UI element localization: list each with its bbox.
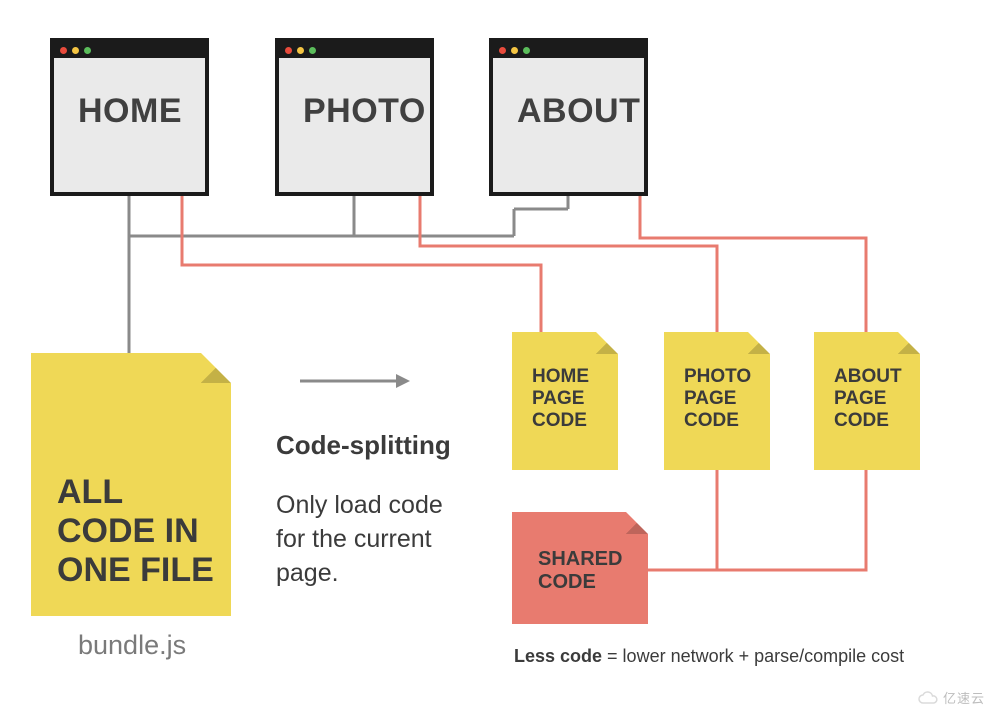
- bundle-caption: bundle.js: [78, 630, 186, 661]
- split-file-photo-code: PHOTOPAGECODE: [664, 332, 770, 470]
- cloud-icon: [917, 690, 939, 706]
- file-fold-icon: [898, 332, 920, 354]
- window-dot-icon: [309, 47, 316, 54]
- footer-rest: = lower network + parse/compile cost: [602, 646, 904, 666]
- bundle-file: ALLCODE INONE FILE: [31, 353, 231, 616]
- file-fold-icon: [201, 353, 231, 383]
- arrow-icon: [300, 371, 430, 391]
- shared-file-label: SHAREDCODE: [538, 548, 622, 594]
- split-file-home-code: HOMEPAGECODE: [512, 332, 618, 470]
- titlebar: [279, 42, 430, 58]
- file-fold-icon: [596, 332, 618, 354]
- browser-window-photo: PHOTO: [275, 38, 434, 196]
- window-dot-icon: [60, 47, 67, 54]
- footer-note: Less code = lower network + parse/compil…: [514, 646, 904, 667]
- file-fold-icon: [626, 512, 648, 534]
- window-dot-icon: [499, 47, 506, 54]
- split-file-label: HOMEPAGECODE: [532, 366, 589, 432]
- browser-window-home: HOME: [50, 38, 209, 196]
- split-file-label: ABOUTPAGECODE: [834, 366, 902, 432]
- browser-label: HOME: [54, 58, 205, 131]
- titlebar: [493, 42, 644, 58]
- browser-window-about: ABOUT: [489, 38, 648, 196]
- file-fold-icon: [748, 332, 770, 354]
- browser-label: ABOUT: [493, 58, 644, 131]
- split-file-label: PHOTOPAGECODE: [684, 366, 751, 432]
- split-file-about-code: ABOUTPAGECODE: [814, 332, 920, 470]
- window-dot-icon: [511, 47, 518, 54]
- window-dot-icon: [285, 47, 292, 54]
- titlebar: [54, 42, 205, 58]
- window-dot-icon: [297, 47, 304, 54]
- watermark: 亿速云: [917, 688, 985, 707]
- center-body: Only load code for the current page.: [276, 489, 476, 590]
- footer-bold: Less code: [514, 646, 602, 666]
- window-dot-icon: [523, 47, 530, 54]
- shared-code-file: SHAREDCODE: [512, 512, 648, 624]
- window-dot-icon: [72, 47, 79, 54]
- center-heading: Code-splitting: [276, 430, 476, 461]
- window-dot-icon: [84, 47, 91, 54]
- bundle-file-label: ALLCODE INONE FILE: [57, 473, 214, 590]
- center-text: Code-splitting Only load code for the cur…: [276, 430, 476, 590]
- browser-label: PHOTO: [279, 58, 430, 131]
